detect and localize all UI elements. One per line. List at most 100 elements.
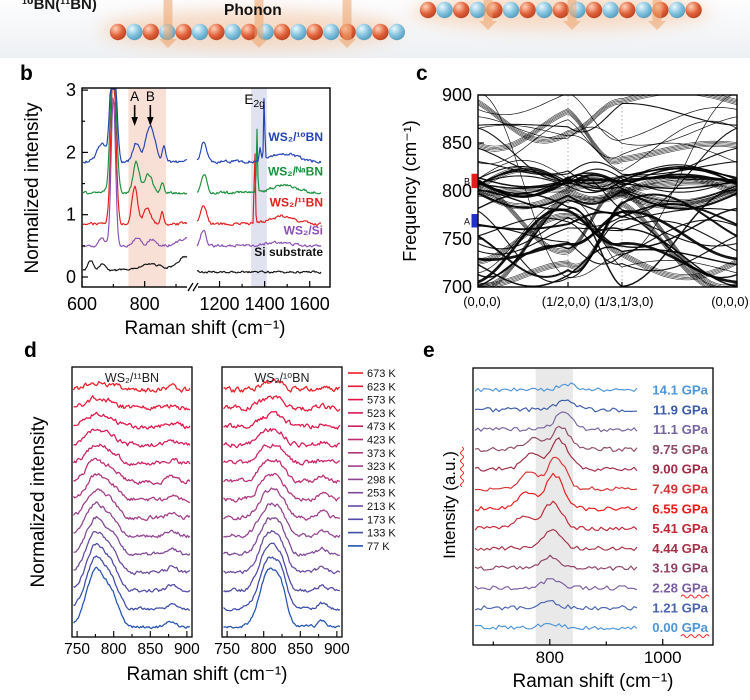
pressure-spectrum [474, 528, 638, 552]
pressure-spectrum [474, 578, 638, 591]
svg-text:373 K: 373 K [367, 448, 396, 460]
highlight-band [535, 369, 573, 644]
spectra-curves [82, 88, 322, 274]
svg-text:800: 800 [536, 648, 564, 667]
svg-text:WS₂/¹¹BN: WS₂/¹¹BN [270, 196, 323, 210]
svg-text:11.1 GPa: 11.1 GPa [653, 422, 709, 437]
chart-c-phonon-dispersion: 700 750 800 850 900 (0,0,0) (1/2,0,0) (1/3,1/3,… [400, 85, 749, 309]
phonon-arrow-icon [563, 0, 581, 30]
svg-text:900: 900 [442, 85, 472, 105]
pressure-spectrum [474, 554, 638, 571]
svg-text:Intensity (a.u.): Intensity (a.u.) [440, 451, 459, 559]
pressure-spectrum [474, 456, 638, 492]
svg-text:600: 600 [67, 294, 97, 314]
svg-text:(0,0,0): (0,0,0) [711, 294, 749, 309]
phonon-arrow-icon [338, 0, 356, 48]
pressure-spectrum [474, 472, 638, 512]
pressure-spectrum [474, 399, 637, 413]
svg-text:1: 1 [66, 205, 76, 225]
svg-text:423 K: 423 K [367, 435, 396, 447]
svg-text:WS₂/¹¹BN: WS₂/¹¹BN [105, 371, 159, 385]
mode-marker-B [471, 173, 478, 189]
phonon-schematic: ¹⁰BN(¹¹BN) Phonon [0, 0, 750, 58]
svg-text:253 K: 253 K [367, 488, 396, 500]
svg-text:Raman shift (cm⁻¹): Raman shift (cm⁻¹) [127, 664, 288, 685]
phonon-bands [478, 95, 737, 287]
svg-text:B: B [146, 89, 155, 104]
pressure-spectrum [474, 382, 638, 393]
svg-text:800: 800 [101, 641, 127, 658]
pressure-spectrum [474, 600, 638, 611]
svg-text:Raman shift (cm⁻¹): Raman shift (cm⁻¹) [513, 671, 674, 692]
svg-text:WS₂/ᴺᵃBN: WS₂/ᴺᵃBN [268, 164, 323, 178]
svg-text:¹⁰BN(¹¹BN): ¹⁰BN(¹¹BN) [22, 0, 97, 13]
svg-text:(1/2,0,0): (1/2,0,0) [542, 294, 590, 309]
panel-label-b: b [20, 62, 33, 85]
svg-text:B: B [464, 176, 470, 186]
svg-text:1000: 1000 [644, 648, 682, 667]
svg-text:WS₂/Si: WS₂/Si [284, 224, 323, 238]
phonon-arrow-icon [159, 0, 177, 48]
panel-label-c: c [416, 62, 428, 85]
svg-text:850: 850 [287, 641, 313, 658]
svg-text:A: A [130, 89, 139, 104]
svg-text:800: 800 [251, 641, 277, 658]
mode-marker-A [471, 214, 478, 228]
svg-text:77 K: 77 K [367, 541, 390, 553]
svg-text:3.19 GPa: 3.19 GPa [652, 561, 708, 576]
phonon-arrow-icon [648, 0, 666, 30]
spellcheck-squiggle [680, 634, 710, 639]
svg-text:0: 0 [66, 267, 76, 287]
svg-text:800: 800 [442, 181, 472, 201]
svg-text:850: 850 [442, 133, 472, 153]
svg-text:750: 750 [214, 641, 240, 658]
pressure-spectrum [474, 425, 638, 453]
spellcheck-squiggle [680, 594, 710, 599]
svg-text:5.41 GPa: 5.41 GPa [652, 521, 708, 536]
svg-text:623 K: 623 K [367, 381, 396, 393]
svg-text:750: 750 [442, 229, 472, 249]
pressure-spectrum [474, 411, 638, 433]
svg-text:673 K: 673 K [367, 368, 396, 380]
plot-frame [81, 87, 331, 288]
svg-text:2.28 GPa: 2.28 GPa [652, 581, 708, 596]
svg-text:E2g: E2g [244, 92, 265, 110]
svg-text:173 K: 173 K [367, 514, 396, 526]
svg-text:9.75 GPa: 9.75 GPa [652, 442, 708, 457]
svg-text:Normalized intensity: Normalized intensity [22, 102, 43, 274]
svg-text:213 K: 213 K [367, 501, 396, 513]
svg-text:14.1 GPa: 14.1 GPa [652, 383, 708, 398]
svg-text:1400: 1400 [245, 294, 285, 314]
svg-text:133 K: 133 K [367, 528, 396, 540]
pressure-spectrum [474, 437, 638, 472]
svg-text:Si substrate: Si substrate [254, 245, 323, 259]
spectra-WS₂/¹¹BN [72, 381, 191, 630]
svg-text:1600: 1600 [290, 294, 330, 314]
svg-text:WS₂/¹⁰BN: WS₂/¹⁰BN [255, 371, 310, 385]
phonon-arrow-icon [250, 0, 268, 48]
svg-text:Normalized intensity: Normalized intensity [28, 416, 49, 588]
y-axis-label: Intensity (a.u.) [440, 446, 464, 559]
svg-text:Phonon: Phonon [224, 2, 282, 19]
svg-text:523 K: 523 K [367, 408, 396, 420]
svg-text:1.21 GPa: 1.21 GPa [652, 600, 708, 615]
spectra-WS₂/¹⁰BN [223, 378, 341, 629]
axes-ticks [226, 631, 338, 637]
svg-text:323 K: 323 K [367, 461, 396, 473]
spellcheck-squiggle [460, 446, 464, 488]
svg-text:4.44 GPa: 4.44 GPa [652, 541, 708, 556]
svg-text:850: 850 [137, 641, 163, 658]
chart-d-temperature-raman: WS₂/¹¹BN 750 800 850 900 WS₂/¹⁰BN 750 800 850 900… [28, 366, 396, 685]
axes-ticks [76, 631, 188, 637]
svg-text:298 K: 298 K [367, 474, 396, 486]
svg-text:800: 800 [130, 294, 160, 314]
axes-ticks [477, 94, 738, 288]
chart-b-raman-spectra: Si substrate WS₂/Si WS₂/¹¹BN WS₂/ᴺᵃBN WS₂/¹⁰… [22, 80, 331, 339]
svg-text:11.9 GPa: 11.9 GPa [653, 402, 709, 417]
svg-text:WS₂/¹⁰BN: WS₂/¹⁰BN [268, 130, 323, 144]
svg-text:6.55 GPa: 6.55 GPa [652, 501, 708, 516]
svg-text:(1/3,1/3,0): (1/3,1/3,0) [594, 294, 653, 309]
panel-label-d: d [24, 339, 37, 362]
